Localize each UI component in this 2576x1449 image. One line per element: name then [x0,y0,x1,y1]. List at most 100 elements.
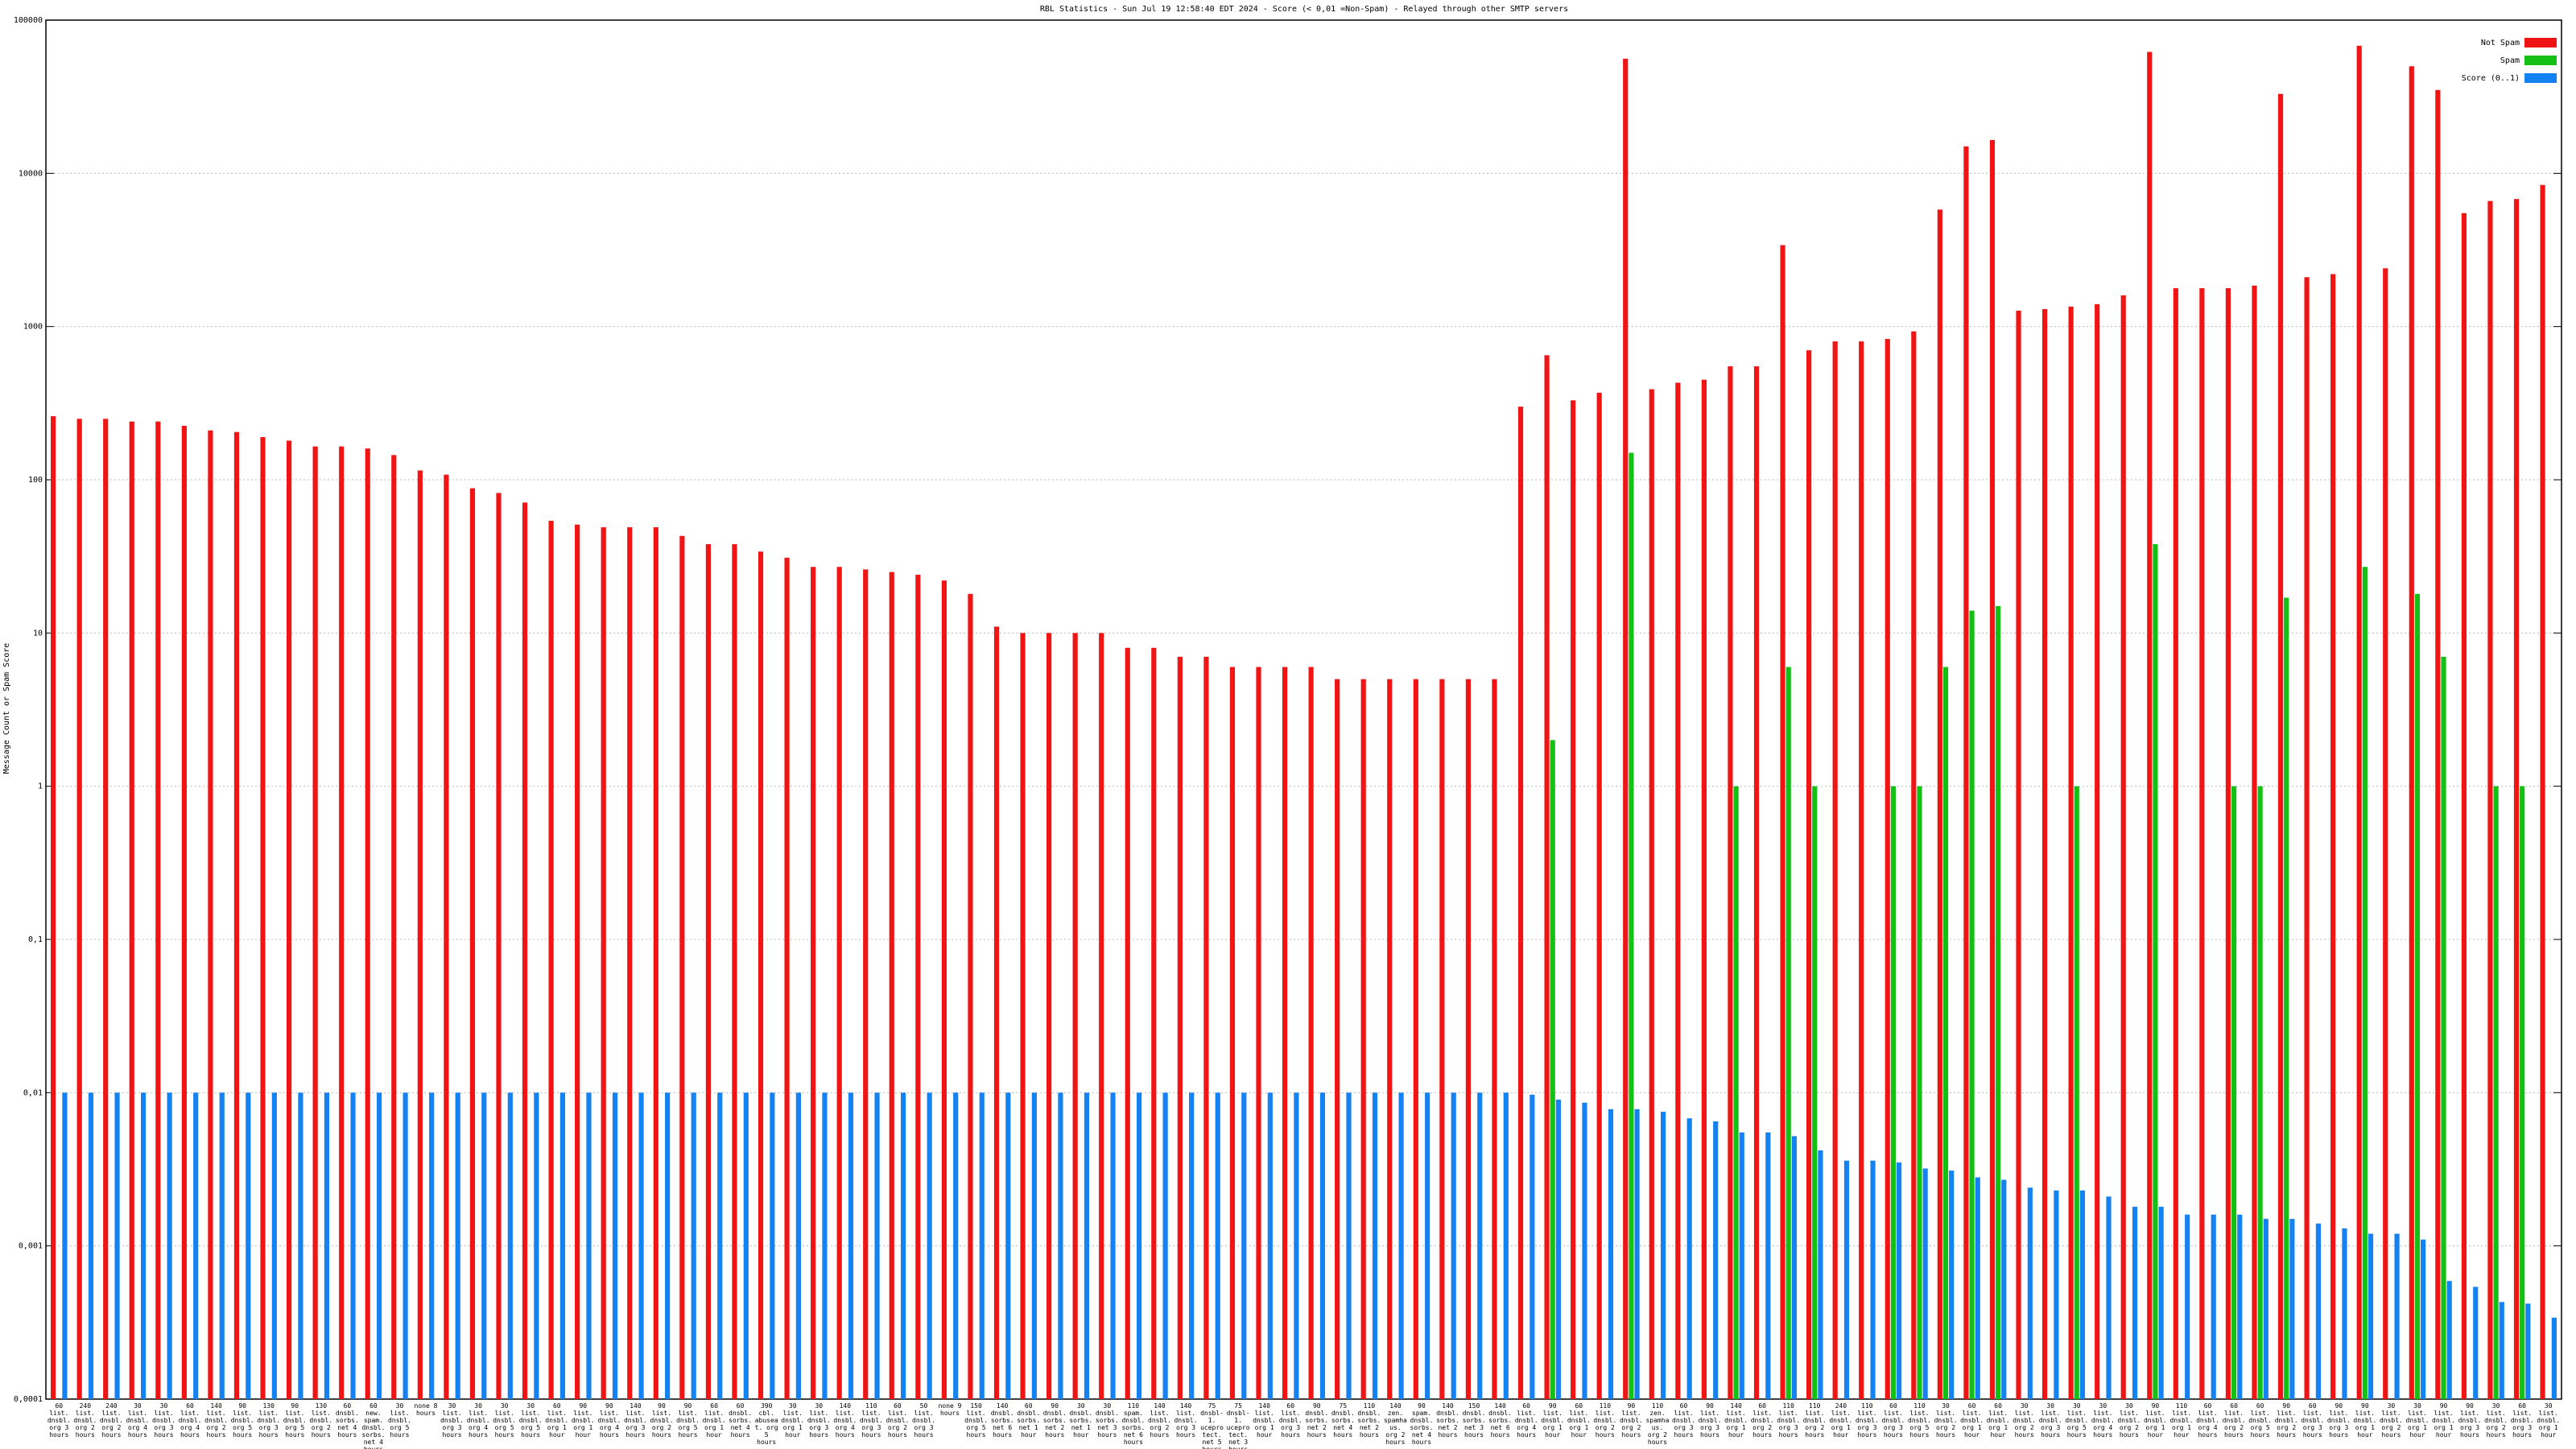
x-tick-label: none 8 hours [414,1402,438,1417]
x-tick-label: 30 list. dnsbl. org 2 hours [1934,1402,1958,1439]
bar [638,1092,644,1399]
bar [298,1092,303,1399]
x-tick-label: 140 dnsbl. sorbs. net 6 hours [990,1402,1014,1439]
x-tick-label: 60 list. dnsbl. org 1 hour [545,1402,569,1439]
bar [339,446,345,1400]
legend-label: Not Spam [2481,39,2520,47]
bar [575,524,580,1399]
x-tick-label: 390 cbl. abuseat. org 5 hours [754,1402,778,1446]
chart-title: RBL Statistics - Sun Jul 19 12:58:40 EDT… [1040,5,1568,14]
bar [1517,407,1524,1399]
bar [2330,274,2336,1400]
bar [2257,786,2263,1399]
bar [848,1092,854,1399]
x-tick-label: 140 dnsbl. sorbs. net 2 hours [1436,1402,1459,1439]
bar [1451,1092,1456,1399]
bar [350,1092,356,1399]
bar [2362,567,2368,1399]
x-tick-label: 30 list. dnsbl. org 5 hours [2065,1402,2089,1439]
bar [679,535,685,1399]
x-tick-label: 60 dnsbl. sorbs. net 4 hours [335,1402,359,1439]
x-tick-label: 30 list. dnsbl. org 2 hours [2379,1402,2403,1439]
x-tick-label: 60 list. dnsbl. org 4 hours [178,1402,202,1439]
bar [2394,1233,2400,1399]
bar [1996,605,2001,1399]
bar [507,1092,513,1399]
bar [2237,1214,2243,1399]
bar [1885,339,1890,1399]
bar [993,626,1000,1399]
x-tick-label: 110 list. dnsbl. org 3 hours [1777,1402,1801,1439]
bar [1189,1092,1195,1399]
bar [1989,139,1996,1400]
bar [2513,199,2520,1400]
bar [927,1092,932,1399]
bar [167,1092,172,1399]
x-tick-label: 90 dnsbl. sorbs. net 2 hours [1042,1402,1067,1439]
bar [1765,1132,1771,1399]
x-tick-label: 30 list. dnsbl. org 3 hours [807,1402,831,1439]
x-tick-label: 60 list. dnsbl. org 3 hours [2510,1402,2534,1439]
bar [2356,45,2362,1399]
bar [612,1092,618,1399]
bar [2441,656,2446,1399]
bar [2001,1179,2007,1399]
bar [1911,331,1917,1399]
x-tick-label: 60 list. dnsbl. org 2 hours [886,1402,910,1439]
x-tick-label: 110 list. dnsbl. org 5 hours [1908,1402,1931,1439]
x-tick-label: 30 list. dnsbl. org 5 hours [493,1402,517,1439]
bar [88,1092,94,1399]
x-tick-label: 90 list. dnsbl. org 3 hours [1698,1402,1722,1439]
x-tick-label: 140 list. dnsbl. org 3 hours [623,1402,647,1439]
x-tick-label: 90 list. dnsbl. org 4 hours [597,1402,621,1439]
bar [1346,1092,1352,1399]
bar [1890,786,1897,1399]
x-tick-label: 60 list. dnsbl. org 4 hours [1514,1402,1538,1439]
bar [2540,184,2545,1400]
x-tick-label: 30 list. dnsbl. org 5 hours [518,1402,543,1439]
x-tick-label: 90 list. dnsbl. org 5 hours [230,1402,254,1439]
bar [1005,1092,1011,1399]
bar [141,1092,147,1399]
bar [1308,667,1314,1399]
bar [665,1092,671,1399]
x-tick-label: 150 dnsbl. sorbs. net 3 hours [1462,1402,1486,1439]
x-tick-label: 110 spam. dnsbl. sorbs. net 6 hours [1121,1402,1146,1446]
bar [2368,1233,2374,1399]
bar [548,520,554,1400]
x-tick-label: 60 list. dnsbl. org 2 hours [2222,1402,2246,1439]
bar [1870,1160,1876,1399]
x-tick-label: 240 list. dnsbl. org 2 hours [73,1402,97,1439]
bar [1294,1092,1299,1399]
bar [2446,1281,2452,1399]
bar [1785,667,1791,1399]
bar [534,1092,539,1399]
bar [1203,656,1209,1399]
x-tick-label: 60 list. dnsbl. org 1 hour [1960,1402,1984,1439]
legend-swatch [2524,38,2557,47]
bar [1425,1092,1430,1399]
x-tick-label: 90 list. dnsbl. org 1 hour [571,1402,595,1439]
bar [455,1092,460,1399]
bar [1477,1092,1483,1399]
legend-label: Score (0..1) [2462,74,2520,83]
bar [1555,1100,1561,1399]
x-tick-label: 150 list. dnsbl. org 5 hours [964,1402,989,1439]
x-tick-label: 90 list. dnsbl. org 1 hour [2432,1402,2455,1439]
bar [691,1092,696,1399]
bar [2435,89,2441,1399]
bar [1571,400,1576,1399]
bar [1739,1132,1744,1399]
x-tick-label: 60 list. dnsbl. org 1 hour [1986,1402,2010,1439]
bar [1550,740,1555,1399]
bar [2461,213,2467,1399]
bar [559,1092,566,1399]
x-tick-label: 90 list. dnsbl. org 3 hours [2326,1402,2351,1439]
bar [717,1092,723,1399]
bar [2027,1187,2033,1399]
bar [1031,1092,1037,1399]
bar [1896,1162,1902,1399]
bar [51,416,56,1399]
bar [1975,1177,1980,1399]
